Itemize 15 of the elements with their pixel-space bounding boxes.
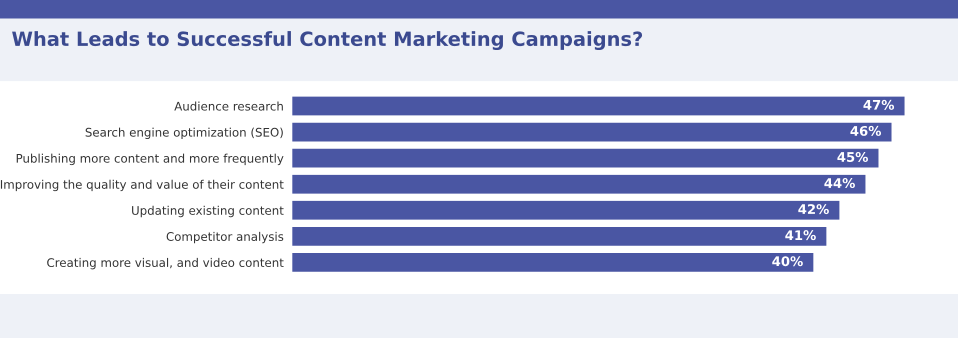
y-tick-label: Creating more visual, and video content xyxy=(47,258,284,270)
y-tick-label: Search engine optimization (SEO) xyxy=(86,128,283,140)
chart-title: What Leads to Successful Content Marketing Campaigns? xyxy=(12,31,642,50)
y-tick-label: Updating existing content xyxy=(132,206,284,218)
y-tick-label: Audience research xyxy=(174,102,283,111)
y-tick-label: Publishing more content and more frequently xyxy=(16,154,284,166)
data-label: 44% xyxy=(824,178,855,188)
data-label: 42% xyxy=(798,204,829,214)
data-label: 47% xyxy=(863,100,894,110)
data-label: 41% xyxy=(785,230,816,240)
data-label: 46% xyxy=(850,126,882,136)
data-label: 45% xyxy=(837,152,868,162)
data-label: 40% xyxy=(772,256,803,266)
y-tick-label: Improving the quality and value of their content xyxy=(0,180,284,192)
y-tick-label: Competitor analysis xyxy=(166,232,284,244)
